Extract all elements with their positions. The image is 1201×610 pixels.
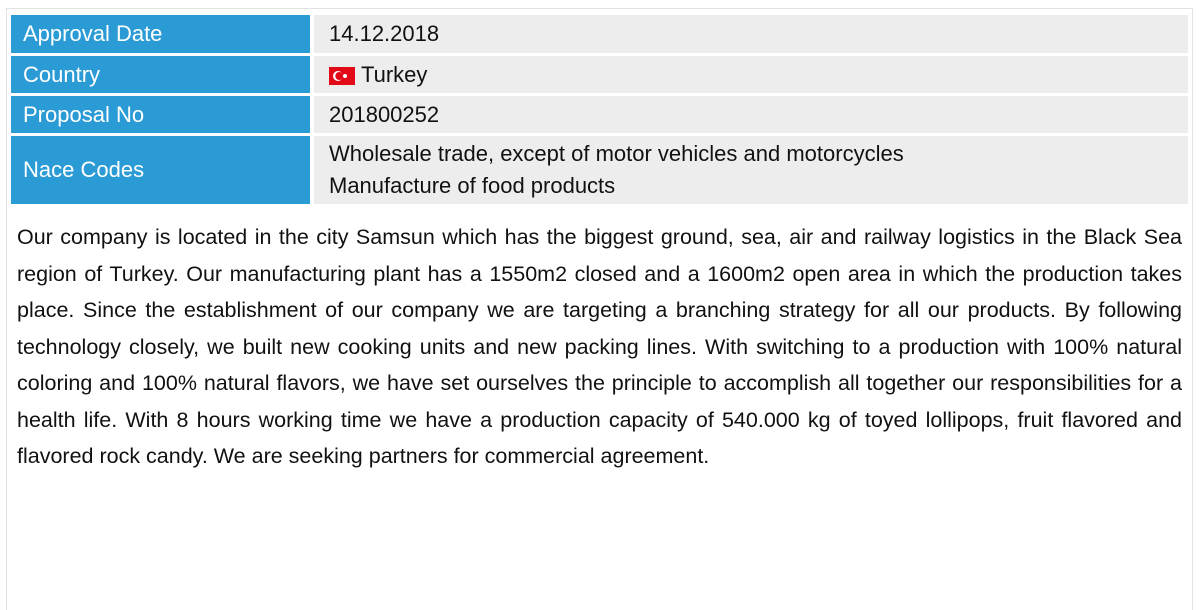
label: Nace Codes xyxy=(11,136,310,204)
value-text: 201800252 xyxy=(329,101,440,127)
value-line: Turkey xyxy=(329,59,1188,91)
value: 14.12.2018 xyxy=(314,15,1188,53)
value-text: Wholesale trade, except of motor vehicle… xyxy=(329,141,904,166)
label: Country xyxy=(11,56,310,93)
value: Wholesale trade, except of motor vehicle… xyxy=(314,136,1188,204)
label: Approval Date xyxy=(11,15,310,53)
info-panel: Approval Date 14.12.2018 Country Turkey … xyxy=(6,8,1193,610)
label: Proposal No xyxy=(11,96,310,133)
value-text: Manufacture of food products xyxy=(329,173,616,198)
value-text: 14.12.2018 xyxy=(329,21,440,46)
row: Approval Date 14.12.2018 xyxy=(11,15,1188,53)
row: Nace Codes Wholesale trade, except of mo… xyxy=(11,136,1188,204)
value: Turkey xyxy=(314,56,1188,93)
row: Proposal No 201800252 xyxy=(11,96,1188,133)
row: Country Turkey xyxy=(11,56,1188,93)
value-text: Turkey xyxy=(361,61,428,87)
flag-icon xyxy=(329,66,355,85)
value: 201800252 xyxy=(314,96,1188,133)
description: Our company is located in the city Samsu… xyxy=(17,225,1182,468)
